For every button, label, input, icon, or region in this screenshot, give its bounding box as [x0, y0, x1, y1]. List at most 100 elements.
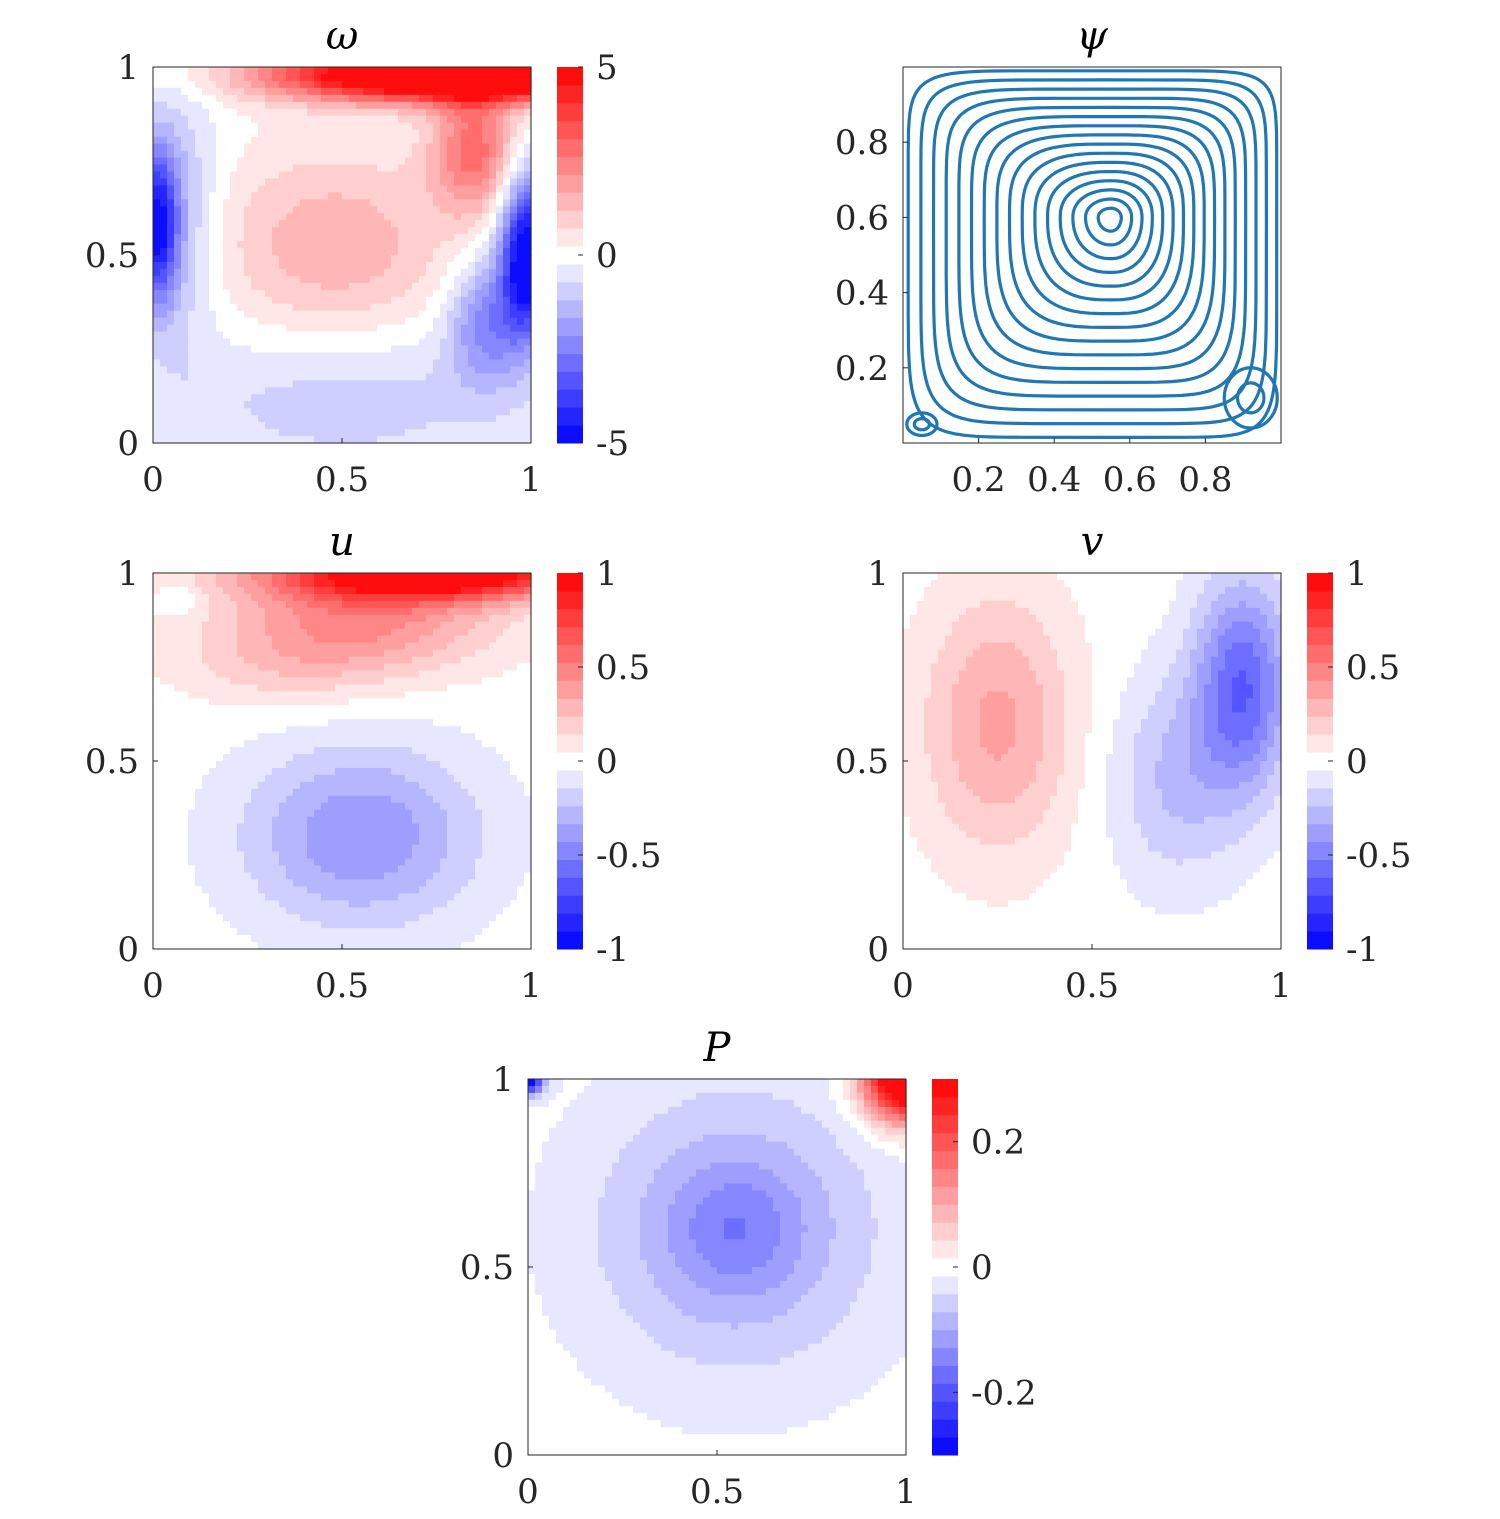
panel-5-xtick-label: 0.5: [690, 1472, 744, 1512]
panel-1-colorbar-step: [557, 353, 583, 372]
panel-4-colorbar-step: [1307, 626, 1333, 646]
panel-4-colorbar-step: [1307, 716, 1333, 735]
panel-1-colorbar-step: [557, 67, 583, 86]
panel-4-colorbar-step: [1307, 859, 1333, 878]
panel-3-colorbar-label: 0.5: [596, 648, 650, 688]
panel-5-ytick-label: 0.5: [460, 1248, 514, 1288]
panel-1-colorbar-step: [557, 407, 583, 426]
panel-5-title: P: [703, 1025, 732, 1071]
panel-4-ytick-label: 1: [867, 554, 889, 594]
panel-1-field: [153, 67, 532, 444]
panel-4-colorbar-step: [1307, 913, 1333, 932]
panel-4-colorbar-step: [1307, 662, 1333, 681]
panel-3-colorbar-step: [557, 573, 583, 592]
panel-4-xtick-label: 0.5: [1065, 966, 1119, 1006]
panel-2-streamlines: [905, 69, 1279, 439]
panel-5-ytick-label: 1: [492, 1060, 514, 1100]
panel-1-xtick-label: 0: [142, 460, 164, 500]
panel-5-field: [528, 1079, 907, 1456]
panel-2-xtick-label: 0.4: [1027, 460, 1081, 500]
panel-5-colorbar-step: [932, 1222, 958, 1241]
panel-1-colorbar-step: [557, 156, 583, 175]
panel-2-streamline: [906, 69, 1279, 439]
panel-1-ytick-label: 1: [117, 48, 139, 88]
panel-1-colorbar-label: 5: [596, 48, 618, 88]
panel-3-colorbar-step: [557, 769, 583, 789]
panel-3-colorbar-step: [557, 590, 583, 610]
panel-2-streamline: [1033, 160, 1175, 302]
panel-5-colorbar-step: [932, 1150, 958, 1170]
panel-2-streamline: [1083, 197, 1134, 247]
panel-2-xtick-label: 0.2: [952, 460, 1006, 500]
panel-2-xtick-label: 0.8: [1178, 460, 1232, 500]
panel-4-colorbar-label: 0.5: [1346, 648, 1400, 688]
panel-3-ytick-label: 0.5: [85, 742, 139, 782]
panel-2-ytick-label: 0.4: [835, 274, 889, 314]
panel-1-colorbar-step: [557, 228, 583, 247]
panel-3-colorbar-step: [557, 877, 583, 896]
panel-3-colorbar-step: [557, 859, 583, 878]
panel-1-colorbar-step: [557, 389, 583, 408]
panel-1-colorbar-step: [557, 371, 583, 390]
panel-3-title: u: [329, 519, 355, 565]
panel-5-colorbar-step: [932, 1419, 958, 1438]
panel-3-colorbar-step: [557, 841, 583, 860]
panel-3-colorbar-label: -1: [596, 930, 629, 970]
panel-2-frame: [902, 66, 1282, 444]
panel-1-colorbar-step: [557, 84, 583, 104]
panel-1-xtick-label: 1: [520, 460, 542, 500]
panel-1-colorbar-step: [557, 335, 583, 354]
panel-3-xtick-label: 0.5: [315, 966, 369, 1006]
panel-3-colorbar-step: [557, 626, 583, 646]
panel-1-colorbar-step: [557, 102, 583, 122]
panel-3-colorbar-step: [557, 895, 583, 914]
panel-5-axes: 0 0.5 1 0 0.5 1 P: [460, 1025, 917, 1512]
panel-3-xtick-label: 1: [520, 966, 542, 1006]
panel-1-colorbar-step: [557, 120, 583, 140]
panel-1-colorbar-step: [557, 246, 583, 265]
panel-2-ytick-label: 0.8: [835, 123, 889, 163]
panel-1-colorbar-label: 0: [596, 236, 618, 276]
panel-5-colorbar-step: [932, 1096, 958, 1116]
panel-3-xtick-label: 0: [142, 966, 164, 1006]
panel-1-ytick-label: 0.5: [85, 236, 139, 276]
panel-5-colorbar-step: [932, 1204, 958, 1223]
panel-2-secondary-streamline: [905, 411, 939, 438]
panel-1-colorbar-step: [557, 174, 583, 193]
panel-4-colorbar-step: [1307, 680, 1333, 699]
panel-5-colorbar-step: [932, 1383, 958, 1402]
panel-3-colorbar-step: [557, 698, 583, 717]
panel-4-colorbar-label: -1: [1346, 930, 1379, 970]
panel-2-streamline: [1071, 188, 1144, 261]
panel-3-colorbar-label: 0: [596, 742, 618, 782]
panel-2-streamline: [944, 96, 1248, 398]
panel-4-field: [903, 573, 1282, 950]
panel-1-colorbar-step: [557, 192, 583, 211]
panel-1-colorbar-step: [557, 281, 583, 301]
panel-3-colorbar-step: [557, 787, 583, 807]
panel-4-colorbar-step: [1307, 769, 1333, 789]
panel-1-colorbar-label: -5: [596, 424, 629, 464]
panel-4-colorbar-step: [1307, 608, 1333, 628]
panel-5-colorbar-step: [932, 1240, 958, 1259]
panel-5-colorbar-step: [932, 1114, 958, 1134]
panel-2-streamline: [1007, 142, 1196, 329]
panel-2-streamline: [919, 78, 1269, 426]
panel-2-secondary-streamline: [912, 417, 932, 432]
panel-1-colorbar: 5 0 -5: [557, 48, 629, 464]
panel-3-colorbar-step: [557, 752, 583, 771]
panel-4-colorbar-step: [1307, 805, 1333, 825]
panel-4-colorbar-step: [1307, 895, 1333, 914]
panel-2-streamline: [1045, 170, 1165, 288]
panel-2-axes: 0.2 0.4 0.6 0.8 0.2 0.4 0.6 0.8 ψ: [835, 13, 1282, 500]
panel-5-colorbar-step: [932, 1132, 958, 1152]
panel-3-colorbar-label: 1: [596, 554, 618, 594]
panel-1-colorbar-step: [557, 210, 583, 229]
panel-4-title: v: [1081, 519, 1104, 565]
panel-5-colorbar-step: [932, 1275, 958, 1295]
panel-4-colorbar-label: 0: [1346, 742, 1368, 782]
panel-4-colorbar-step: [1307, 787, 1333, 807]
panel-5-colorbar-step: [932, 1329, 958, 1349]
panel-3-colorbar-step: [557, 931, 583, 950]
